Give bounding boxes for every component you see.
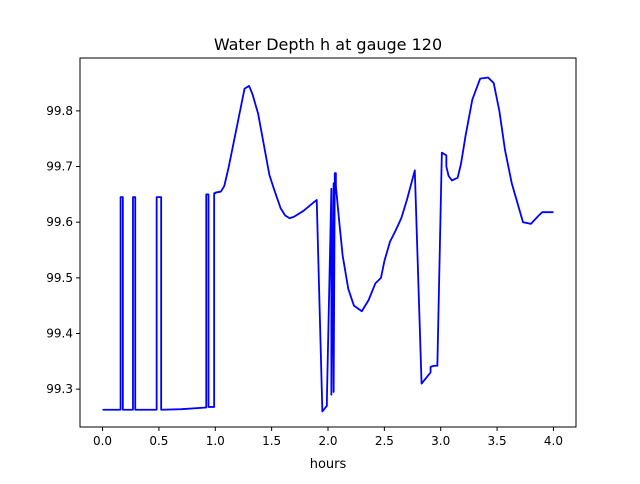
x-tick-label: 3.5 [488,434,507,448]
y-tick-label: 99.7 [46,160,73,174]
y-tick-label: 99.4 [46,326,73,340]
chart-title: Water Depth h at gauge 120 [214,35,442,54]
water-depth-line [102,76,554,413]
x-tick-label: 1.0 [206,434,225,448]
x-tick-label: 4.0 [544,434,563,448]
y-tick-label: 99.5 [46,271,73,285]
x-tick-label: 0.5 [149,434,168,448]
y-axis-ticks: 99.3 99.4 99.5 99.6 99.7 99.8 [46,104,80,396]
x-tick-label: 0.0 [93,434,112,448]
x-tick-label: 2.0 [318,434,337,448]
x-tick-label: 3.0 [431,434,450,448]
x-axis-label: hours [310,457,347,472]
x-tick-label: 1.5 [262,434,281,448]
x-axis-ticks: 0.0 0.5 1.0 1.5 2.0 2.5 3.0 3.5 4.0 [93,427,563,448]
x-tick-label: 2.5 [375,434,394,448]
y-tick-label: 99.3 [46,382,73,396]
y-tick-label: 99.6 [46,215,73,229]
y-tick-label: 99.8 [46,104,73,118]
